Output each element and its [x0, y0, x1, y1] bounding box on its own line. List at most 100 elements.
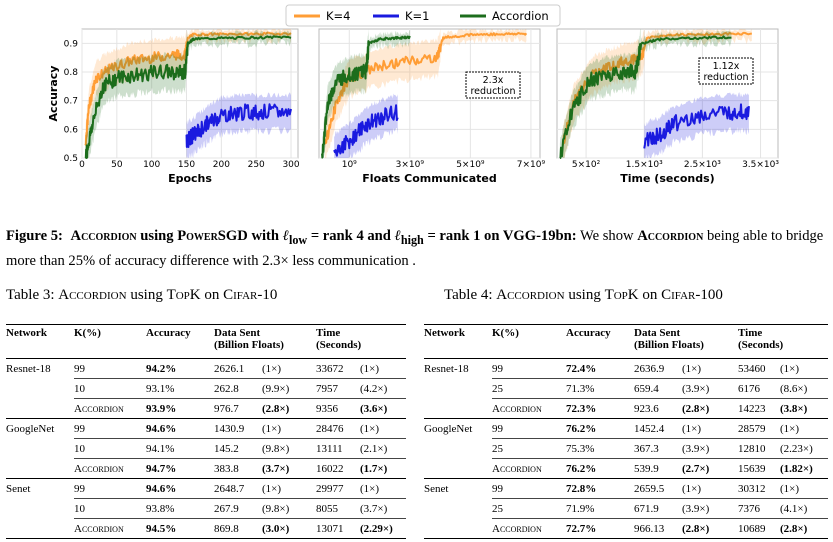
table-row: Accordion 94.7% 383.8 (3.7×) 16022 (1.7×)	[6, 458, 406, 479]
table-group: Senet 99 72.8% 2659.5 (1×) 30312 (1×) 25 71.9% 67…	[424, 479, 828, 539]
cell-accuracy: 72.4%	[566, 362, 597, 375]
series-line-accordion	[84, 35, 292, 159]
cell-accuracy: 94.1%	[146, 438, 214, 459]
table-row: Accordion 72.3% 923.6 (2.8×) 14223 (3.8×)	[424, 398, 828, 419]
header-data-sent-line1: Data Sent	[214, 327, 261, 339]
series-line-k1	[333, 104, 399, 157]
caption-label: Figure 5:	[6, 228, 63, 244]
cell-k: 25	[492, 498, 566, 519]
table-row: Senet 99 72.8% 2659.5 (1×) 30312 (1×)	[424, 479, 828, 499]
caption-method: Accordion	[637, 228, 704, 244]
cell-data-sent-ratio: (3.9×)	[682, 378, 738, 399]
caption-math-sub: high	[400, 232, 424, 247]
cell-k: Accordion	[74, 518, 146, 539]
cell-k: 99	[492, 422, 503, 435]
x-tick-label: 3.5×10³	[742, 160, 779, 170]
cell-time-ratio: (2.29×)	[360, 518, 406, 539]
chart-panel-2: 10⁹ 3×10⁹ 5×10⁹ 7×10⁹ Floats Communicated 2.3…	[318, 28, 545, 185]
cell-k: 99	[74, 482, 85, 495]
annotation-text: reduction	[470, 86, 515, 97]
cell-time: 13071	[316, 518, 360, 539]
x-tick-label: 0	[79, 160, 85, 170]
cell-data-sent: 145.2	[214, 438, 262, 459]
plot-area	[556, 28, 779, 159]
cell-k: 10	[74, 438, 146, 459]
cell-time: 9356	[316, 398, 360, 419]
cell-data-sent: 2659.5	[634, 482, 665, 495]
cell-data-sent-ratio: (3.0×)	[262, 518, 316, 539]
table4-caption-text: TopK	[604, 287, 639, 303]
cell-time: 7957	[316, 378, 360, 399]
cell-time: 7376	[738, 498, 780, 519]
cell-data-sent-ratio: (3.7×)	[262, 458, 316, 479]
cell-data-sent-ratio: (2.8×)	[682, 398, 738, 419]
table-row: GoogleNet 99 76.2% 1452.4 (1×) 28579 (1×)	[424, 419, 828, 439]
cell-k: Accordion	[492, 458, 566, 479]
cell-k: 25	[492, 438, 566, 459]
header-data-sent: Data Sent (Billion Floats)	[634, 325, 738, 359]
header-network: Network	[424, 327, 465, 339]
x-tick-label: 3×10⁹	[396, 160, 425, 170]
cell-time-ratio: (3.6×)	[360, 398, 406, 419]
cell-time-ratio: (1.7×)	[360, 458, 406, 479]
x-tick-label: 1.5×10³	[626, 160, 663, 170]
table-4: Network K(%) Accuracy Data Sent (Billion Flo…	[424, 324, 828, 539]
cell-time: 13111	[316, 438, 360, 459]
cell-data-sent: 976.7	[214, 398, 262, 419]
x-tick-label: 300	[282, 160, 299, 170]
y-tick-label: 0.5	[64, 154, 78, 164]
header-time: Time (Seconds)	[738, 325, 828, 359]
cell-network: GoogleNet	[6, 423, 55, 435]
cell-k: 99	[492, 482, 503, 495]
cell-time: 53460	[738, 362, 766, 375]
figure-caption: Figure 5: Accordion using PowerSGD with …	[6, 226, 828, 272]
series-band-k4	[562, 29, 752, 158]
cell-data-sent-ratio: (9.9×)	[262, 378, 316, 399]
series-line-k1	[643, 103, 750, 149]
caption-math: ℓ	[394, 228, 401, 244]
cell-data-sent: 869.8	[214, 518, 262, 539]
cell-data-sent: 2648.7	[214, 482, 245, 495]
table-group: GoogleNet 99 76.2% 1452.4 (1×) 28579 (1×) 25 75.…	[424, 419, 828, 479]
table4-caption-text: Cifar-100	[661, 287, 723, 303]
caption-text: = rank 1 on VGG-19bn:	[423, 228, 577, 244]
table-header-row: Network K(%) Accuracy Data Sent (Billion Flo…	[424, 325, 828, 359]
cell-k: 99	[492, 362, 503, 375]
caption-powersgd: PowerSGD	[177, 228, 248, 244]
cell-data-sent: 367.3	[634, 438, 682, 459]
table-row: 25 71.3% 659.4 (3.9×) 6176 (8.6×)	[424, 378, 828, 399]
table3-caption-text: Accordion	[58, 287, 127, 303]
table4-caption-text: on	[638, 287, 662, 303]
cell-time: 28579	[738, 422, 766, 435]
cell-k: 99	[74, 362, 85, 375]
y-tick-label: 0.6	[64, 125, 79, 135]
cell-time-ratio: (1×)	[780, 362, 800, 375]
caption-text: = rank 4 and	[307, 228, 395, 244]
cell-time-ratio: (8.6×)	[780, 378, 828, 399]
legend-label: K=4	[326, 9, 351, 23]
table-row: Accordion 94.5% 869.8 (3.0×) 13071 (2.29×)	[6, 518, 406, 539]
table-3: Network K(%) Accuracy Data Sent (Billion Flo…	[6, 324, 406, 539]
caption-text: using	[136, 228, 178, 244]
cell-time-ratio: (1.82×)	[780, 458, 828, 479]
cell-accuracy: 72.3%	[566, 398, 634, 419]
x-tick-label: 10⁹	[342, 160, 357, 170]
x-axis-label: Time (seconds)	[620, 172, 714, 185]
annotation-text: 1.12x	[713, 61, 740, 72]
caption-text: We show	[576, 228, 638, 244]
cell-network: Resnet-18	[6, 363, 51, 375]
cell-k: 10	[74, 378, 146, 399]
table3-caption-text: on	[200, 287, 224, 303]
table-group: Senet 99 94.6% 2648.7 (1×) 29977 (1×) 10 93.8% 26…	[6, 479, 406, 539]
header-time-line2: (Seconds)	[738, 339, 784, 351]
cell-data-sent-ratio: (1×)	[682, 362, 702, 375]
cell-data-sent: 383.8	[214, 458, 262, 479]
cell-time: 6176	[738, 378, 780, 399]
cell-time: 33672	[316, 362, 344, 375]
cell-accuracy: 71.9%	[566, 498, 634, 519]
caption-math: ℓ	[282, 228, 289, 244]
table-row: Accordion 93.9% 976.7 (2.8×) 9356 (3.6×)	[6, 398, 406, 419]
series-band-accordion	[85, 29, 292, 159]
header-time-line2: (Seconds)	[316, 339, 362, 351]
cell-data-sent: 2626.1	[214, 362, 245, 375]
